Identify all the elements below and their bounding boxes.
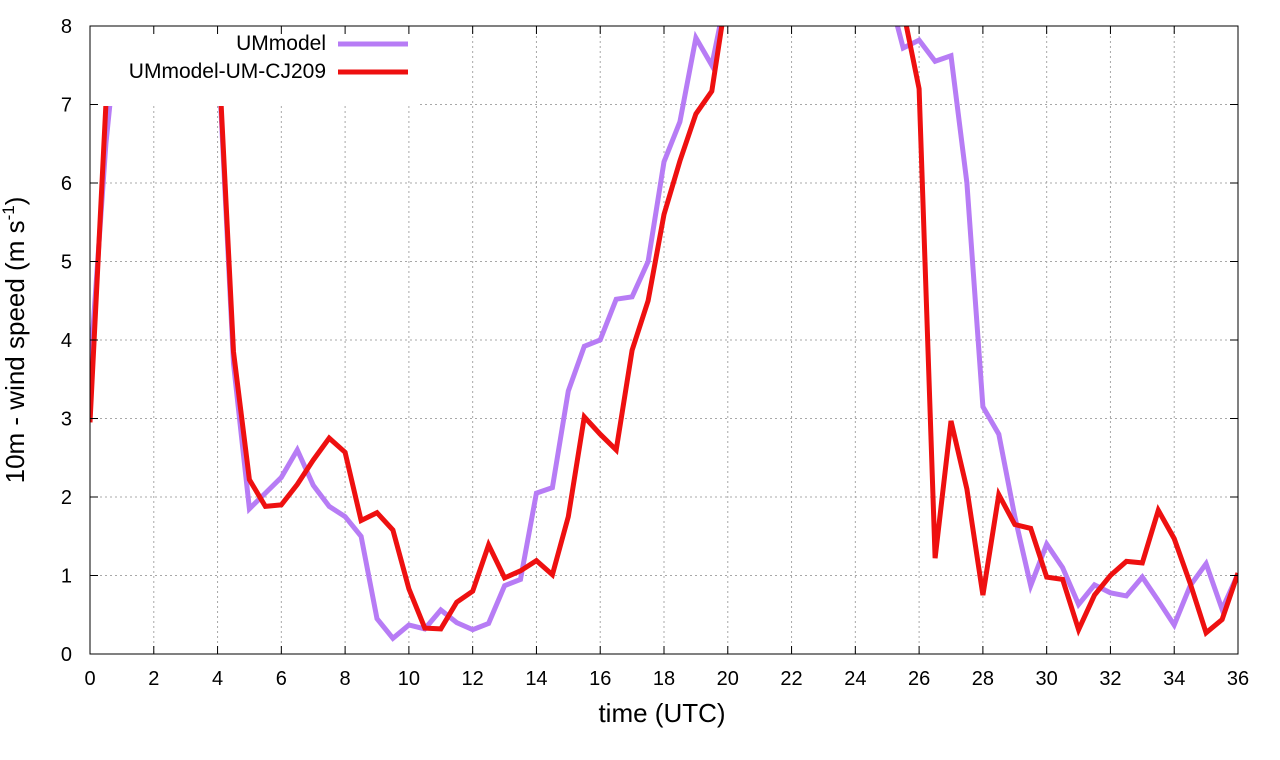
y-tick-label: 2 [61,487,72,509]
legend-label-ummodel: UMmodel [236,32,326,55]
series-line-ummodel [90,26,1238,642]
x-tick-label: 10 [398,668,420,690]
series-lines [90,26,1238,642]
grid-lines [90,26,1238,654]
x-tick-label: 36 [1227,668,1249,690]
legend: UMmodel UMmodel-UM-CJ209 [96,26,420,106]
x-tick-label: 8 [340,668,351,690]
y-axis-title: 10m - wind speed (m s-1) [0,197,30,484]
y-tick-label: 1 [61,566,72,588]
x-tick-label: 14 [525,668,547,690]
y-tick-label: 6 [61,173,72,195]
y-tick-label: 3 [61,409,72,431]
y-tick-label: 8 [61,16,72,38]
x-tick-label: 32 [1099,668,1121,690]
y-axis-title-end: ) [0,197,30,206]
y-tick-label: 0 [61,644,72,666]
x-axis-title: time (UTC) [598,698,725,728]
x-tick-label: 18 [653,668,675,690]
x-tick-label: 24 [844,668,866,690]
y-tick-label: 7 [61,95,72,117]
x-tick-label: 34 [1163,668,1185,690]
x-tick-label: 6 [276,668,287,690]
x-tick-label: 16 [589,668,611,690]
y-tick-label: 4 [61,330,72,352]
x-tick-label: 0 [84,668,95,690]
series-line-ummodel-um-cj209 [90,26,1238,638]
x-tick-label: 2 [148,668,159,690]
x-tick-label: 28 [972,668,994,690]
x-tick-label: 12 [462,668,484,690]
y-tick-label: 5 [61,252,72,274]
x-tick-label: 4 [212,668,223,690]
x-tick-label: 26 [908,668,930,690]
y-axis-title-main: 10m - wind speed (m s [0,220,30,483]
y-axis-title-superscript: -1 [0,205,18,220]
x-tick-label: 30 [1036,668,1058,690]
legend-background [96,26,420,106]
legend-label-ummodel-um-cj209: UMmodel-UM-CJ209 [129,60,326,83]
axis-ticks: 0 2 4 6 8 10 12 14 16 18 20 22 24 26 28 30 32 34 360123456… [61,16,1249,690]
x-tick-label: 22 [780,668,802,690]
x-tick-label: 20 [717,668,739,690]
